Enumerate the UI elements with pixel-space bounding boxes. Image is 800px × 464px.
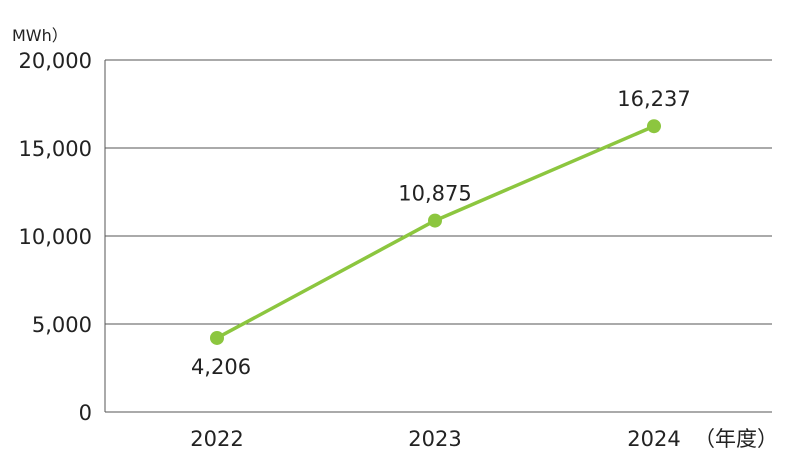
y-tick-labels: 0 5,000 10,000 15,000 20,000 [19, 49, 92, 425]
y-unit-label: MWh） [12, 26, 68, 45]
x-tick-label: 2022 [190, 427, 243, 451]
y-tick-label: 15,000 [19, 137, 92, 161]
y-tick-label: 5,000 [32, 313, 92, 337]
data-point [210, 330, 224, 345]
axes [104, 60, 772, 413]
data-label: 10,875 [398, 182, 471, 206]
series-group [210, 119, 661, 345]
x-unit-label: （年度） [694, 427, 778, 451]
y-tick-label: 10,000 [19, 225, 92, 249]
x-tick-label: 2023 [408, 427, 461, 451]
y-tick-label: 0 [79, 401, 92, 425]
data-point [428, 213, 442, 228]
x-tick-labels: 2022 2023 2024 （年度） [190, 427, 778, 451]
x-tick-label: 2024 [627, 427, 680, 451]
y-tick-label: 20,000 [19, 49, 92, 73]
data-label: 16,237 [617, 87, 690, 111]
series-line [215, 124, 656, 340]
gridlines [105, 59, 772, 325]
data-point [647, 119, 661, 134]
data-label: 4,206 [191, 355, 251, 379]
data-labels: 4,206 10,875 16,237 [191, 87, 691, 379]
